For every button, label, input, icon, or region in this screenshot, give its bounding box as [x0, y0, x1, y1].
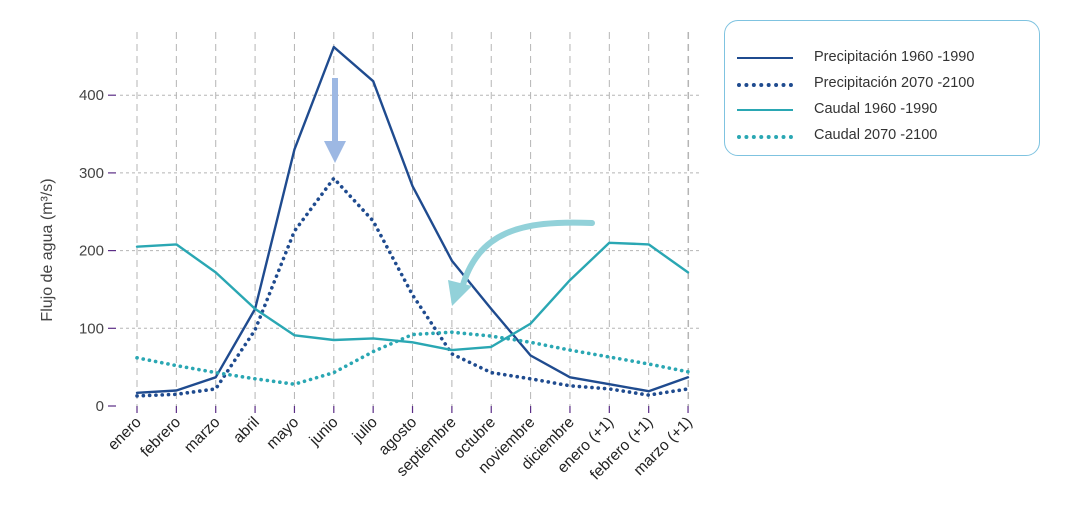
arrow-curved-shaft [459, 219, 595, 291]
legend-swatch [737, 57, 793, 59]
x-tick-label: febrero [137, 414, 184, 461]
legend-item: Precipitación 1960 -1990 [725, 47, 1039, 69]
y-tick-label: 200 [79, 243, 104, 260]
y-axis: 0 100 200 300 400 [79, 87, 116, 415]
series-line [135, 330, 690, 387]
x-tick-label: mayo [263, 414, 302, 453]
arrow-down-shaft [332, 78, 338, 144]
legend-label: Caudal 2070 -2100 [814, 127, 938, 143]
y-axis-title: Flujo de agua (m³/s) [39, 178, 56, 321]
legend-swatch [737, 135, 793, 139]
legend-swatch [737, 83, 793, 87]
legend-item: Caudal 1960 -1990 [725, 99, 1039, 121]
y-tick-label: 100 [79, 320, 104, 337]
y-tick-label: 0 [96, 398, 104, 415]
legend-label: Caudal 1960 -1990 [814, 101, 938, 117]
x-tick-label: marzo [181, 414, 223, 456]
legend-item: Precipitación 2070 -2100 [725, 73, 1039, 95]
legend-label: Precipitación 2070 -2100 [814, 75, 975, 91]
arrow-curved-head [448, 280, 472, 306]
y-tick-label: 400 [79, 87, 104, 104]
arrow-down-head [324, 141, 346, 163]
x-tick-label: abril [230, 414, 263, 447]
legend: Precipitación 1960 -1990 Precipitación 2… [724, 20, 1040, 156]
series-line [135, 241, 690, 352]
x-tick-label: junio [306, 414, 342, 450]
y-tick-label: 300 [79, 165, 104, 182]
series-lines [135, 45, 690, 398]
legend-swatch [737, 109, 793, 111]
legend-label: Precipitación 1960 -1990 [814, 49, 975, 65]
annotation-arrows [324, 78, 595, 306]
series-line [135, 45, 690, 394]
x-tick-label: julio [349, 414, 381, 446]
grid [120, 32, 700, 406]
legend-item: Caudal 2070 -2100 [725, 125, 1039, 147]
